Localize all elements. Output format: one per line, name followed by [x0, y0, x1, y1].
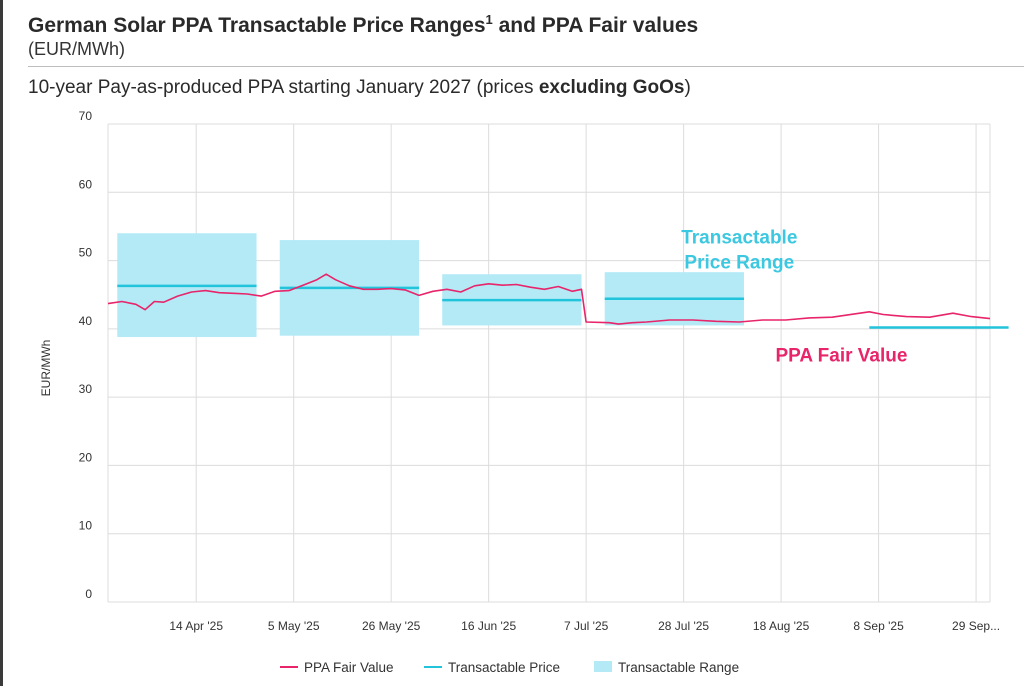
chart-title-footnote: 1 [485, 12, 493, 27]
y-tick-label: 20 [79, 450, 93, 464]
title-divider [28, 66, 1024, 67]
x-tick-label: 29 Sep... [952, 619, 1000, 633]
y-tick-label: 50 [79, 246, 93, 260]
subtitle-post: ) [684, 77, 691, 98]
legend-item-label: PPA Fair Value [304, 660, 394, 675]
x-tick-label: 7 Jul '25 [564, 619, 609, 633]
x-tick-label: 18 Aug '25 [753, 619, 810, 633]
y-tick-label: 40 [79, 314, 93, 328]
legend-swatch [594, 661, 612, 672]
ppa-fair-value-line [107, 273, 991, 325]
axes: 0 10 20 30 40 50 60 70 14 Apr '25 5 May '25 26 May… [39, 109, 1000, 633]
annotation-range: Price Range [684, 253, 794, 274]
y-tick-label: 10 [79, 519, 93, 533]
legend: PPA Fair Value Transactable Price Transact… [280, 660, 739, 675]
y-axis-label: EUR/MWh [39, 340, 53, 397]
chart-unit: (EUR/MWh) [28, 39, 125, 59]
chart-title-text: German Solar PPA Transactable Price Rang… [28, 14, 486, 37]
y-tick-label: 70 [79, 109, 93, 123]
x-tick-label: 14 Apr '25 [169, 619, 223, 633]
legend-item-label: Transactable Range [618, 660, 739, 675]
subtitle-bold: excluding GoOs [538, 77, 685, 98]
legend-item-label: Transactable Price [448, 660, 560, 675]
subtitle-pre: 10-year Pay-as-produced PPA starting Jan… [28, 77, 539, 98]
annotation-range: Transactable [681, 228, 797, 249]
annotation-fair: PPA Fair Value [775, 346, 907, 367]
x-tick-label: 8 Sep '25 [853, 619, 904, 633]
annotations: Transactable Price Range PPA Fair Value [681, 228, 907, 367]
chart-title-tail: and PPA Fair values [492, 14, 699, 37]
chart-title: German Solar PPA Transactable Price Rang… [28, 12, 698, 38]
transactable-prices [117, 284, 1009, 329]
y-tick-label: 30 [79, 382, 93, 396]
chart-subtitle: 10-year Pay-as-produced PPA starting Jan… [28, 77, 691, 99]
left-border [0, 0, 3, 686]
fair-value-line-group [107, 273, 991, 325]
x-tick-label: 28 Jul '25 [658, 619, 709, 633]
y-tick-label: 60 [79, 177, 93, 191]
x-tick-label: 5 May '25 [268, 619, 320, 633]
y-tick-label: 0 [85, 587, 92, 601]
x-tick-label: 16 Jun '25 [461, 619, 516, 633]
x-tick-label: 26 May '25 [362, 619, 421, 633]
